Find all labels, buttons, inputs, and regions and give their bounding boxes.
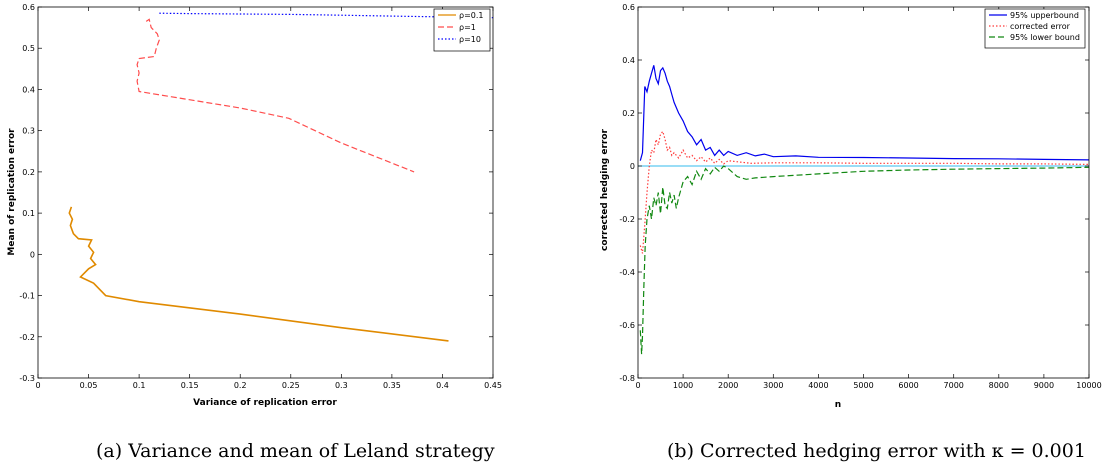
y-tick-label: -0.6 xyxy=(619,321,635,330)
y-tick-label: 0.6 xyxy=(22,3,35,12)
y-tick-label: -0.1 xyxy=(19,292,35,301)
y-tick-label: 0.4 xyxy=(622,56,635,65)
x-tick-label: 0.3 xyxy=(335,381,348,390)
x-tick-label: 4000 xyxy=(808,381,828,390)
y-tick-label: -0.3 xyxy=(19,374,35,383)
series-line-2 xyxy=(639,165,1090,355)
legend-entry: ρ=0.1 xyxy=(459,11,484,20)
x-tick-label: 2000 xyxy=(718,381,738,390)
y-axis-label: Mean of replication error xyxy=(7,128,17,256)
chart-variance-mean: Mean of replication error Variance of re… xyxy=(7,3,502,408)
y-tick-label: 0.6 xyxy=(622,3,635,12)
y-tick-label: 0.5 xyxy=(22,44,35,53)
x-tick-label: 0 xyxy=(635,381,640,390)
y-tick-label: 0.1 xyxy=(22,209,35,218)
x-tick-label: 0 xyxy=(35,381,40,390)
legend-entry: 95% lower bound xyxy=(1010,33,1080,42)
y-axis-label: corrected hedging error xyxy=(600,129,610,251)
x-tick-label: 10000 xyxy=(1076,381,1101,390)
legend-entry: ρ=10 xyxy=(459,35,481,44)
x-tick-label: 0.25 xyxy=(282,381,300,390)
series-line-2 xyxy=(159,12,494,19)
legend-box xyxy=(433,8,491,52)
legend: ρ=0.1 ρ=1 ρ=10 xyxy=(433,8,491,52)
x-tick-label: 0.1 xyxy=(133,381,146,390)
legend: 95% upperbound corrected error 95% lower b… xyxy=(984,8,1086,49)
x-tick-label: 0.15 xyxy=(181,381,199,390)
plot-frame xyxy=(637,6,1090,379)
y-tick-label: 0.2 xyxy=(22,168,35,177)
series-line-0 xyxy=(68,206,449,342)
y-tick-label: -0.2 xyxy=(619,215,635,224)
x-tick-label: 7000 xyxy=(944,381,964,390)
x-tick-label: 1000 xyxy=(673,381,693,390)
caption-b: (b) Corrected hedging error with κ = 0.0… xyxy=(667,440,1086,462)
series-line-1 xyxy=(639,130,1090,254)
x-tick-label: 0.2 xyxy=(234,381,247,390)
plot-frame xyxy=(37,6,494,379)
chart-corrected-hedging-error: corrected hedging error n 0 1000 2000 3000 4… xyxy=(600,3,1102,410)
y-tick-label: -0.4 xyxy=(619,268,635,277)
x-tick-label: 0.05 xyxy=(80,381,98,390)
y-tick-label: 0.3 xyxy=(22,127,35,136)
x-tick-label: 5000 xyxy=(853,381,873,390)
x-tick-label: 6000 xyxy=(898,381,918,390)
y-tick-label: -0.8 xyxy=(619,374,635,383)
legend-entry: ρ=1 xyxy=(459,23,476,32)
x-tick-label: 8000 xyxy=(989,381,1009,390)
caption-a: (a) Variance and mean of Leland strategy xyxy=(96,440,495,462)
legend-entry: corrected error xyxy=(1010,22,1071,31)
y-tick-label: -0.2 xyxy=(19,333,35,342)
x-tick-label: 0.4 xyxy=(436,381,449,390)
y-tick-label: 0.4 xyxy=(22,85,35,94)
x-tick-label: 9000 xyxy=(1034,381,1054,390)
y-tick-label: 0.2 xyxy=(622,109,635,118)
y-tick-label: 0 xyxy=(630,162,635,171)
x-tick-label: 0.35 xyxy=(383,381,401,390)
x-axis-label: Variance of replication error xyxy=(193,398,337,408)
series-line-0 xyxy=(639,65,1090,161)
x-axis-label: n xyxy=(835,400,841,410)
legend-entry: 95% upperbound xyxy=(1010,11,1079,20)
series-line-1 xyxy=(136,18,415,173)
y-tick-label: 0 xyxy=(30,250,35,259)
x-tick-label: 3000 xyxy=(763,381,783,390)
x-tick-label: 0.45 xyxy=(484,381,502,390)
